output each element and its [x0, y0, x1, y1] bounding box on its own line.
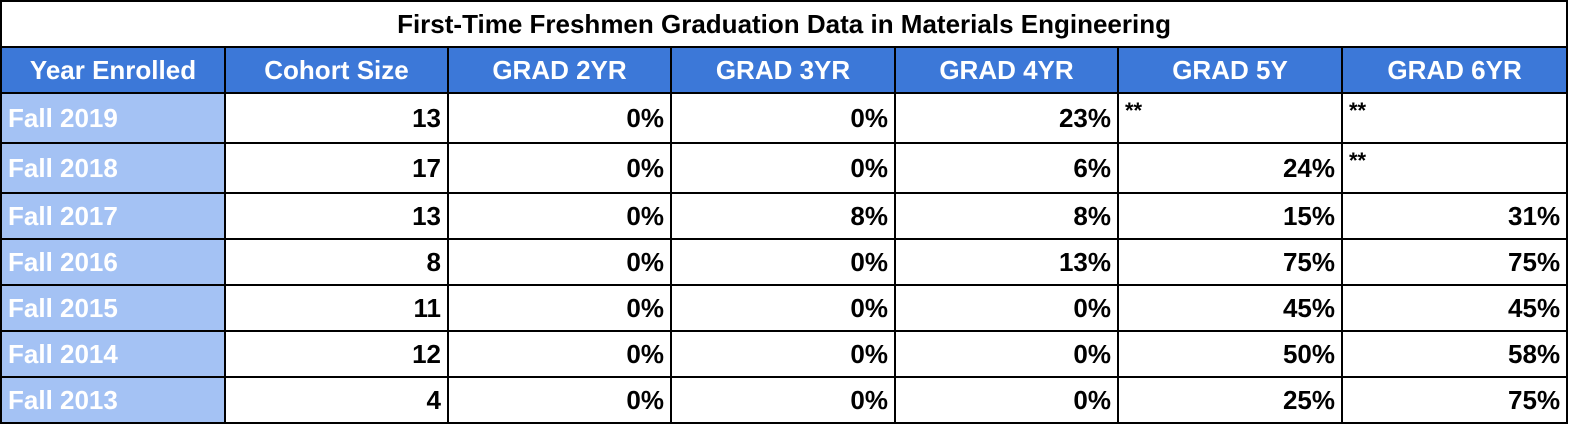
table-cell: 31% [1340, 192, 1569, 240]
table-cell: 24% [1117, 142, 1343, 194]
table-row: Fall 2014 12 0% 0% 0% 50% 58% [0, 330, 1569, 378]
column-header: GRAD 4YR [894, 46, 1119, 94]
table-cell: 0% [670, 142, 896, 194]
table-cell: 0% [447, 330, 672, 378]
row-label: Fall 2018 [0, 142, 226, 194]
table-cell: 12 [224, 330, 449, 378]
table-body: Fall 2019 13 0% 0% 23% ** ** Fall 2018 17 0% 0% 6% 2… [0, 92, 1569, 424]
table-cell: 13 [224, 92, 449, 144]
table-cell: 13% [894, 238, 1119, 286]
table-row: Fall 2016 8 0% 0% 13% 75% 75% [0, 238, 1569, 286]
table-row: Fall 2018 17 0% 0% 6% 24% ** [0, 142, 1569, 194]
table-cell: 0% [447, 92, 672, 144]
row-label: Fall 2017 [0, 192, 226, 240]
table-cell: 17 [224, 142, 449, 194]
table-cell: 45% [1340, 284, 1569, 332]
table-title: First-Time Freshmen Graduation Data in M… [0, 0, 1569, 48]
table-cell: 8 [224, 238, 449, 286]
title-row: First-Time Freshmen Graduation Data in M… [0, 0, 1569, 48]
table-cell: 75% [1340, 376, 1569, 424]
column-header: GRAD 5Y [1117, 46, 1343, 94]
table-cell: 75% [1117, 238, 1343, 286]
table-row: Fall 2017 13 0% 8% 8% 15% 31% [0, 192, 1569, 240]
table-cell: 45% [1117, 284, 1343, 332]
table-cell: 8% [670, 192, 896, 240]
table-row: Fall 2015 11 0% 0% 0% 45% 45% [0, 284, 1569, 332]
row-label: Fall 2015 [0, 284, 226, 332]
table-cell: 0% [894, 376, 1119, 424]
table-cell: 75% [1340, 238, 1569, 286]
table-cell: 11 [224, 284, 449, 332]
table-cell: 6% [894, 142, 1119, 194]
graduation-table: First-Time Freshmen Graduation Data in M… [0, 0, 1569, 424]
column-header: GRAD 3YR [670, 46, 896, 94]
table-cell: 15% [1117, 192, 1343, 240]
table-cell: 0% [447, 376, 672, 424]
table-cell: 58% [1340, 330, 1569, 378]
column-header: GRAD 6YR [1340, 46, 1569, 94]
table-cell: 4 [224, 376, 449, 424]
table-cell: ** [1340, 92, 1569, 144]
column-header: Cohort Size [224, 46, 449, 94]
table-cell: 0% [894, 284, 1119, 332]
table-cell: 25% [1117, 376, 1343, 424]
table-cell: 23% [894, 92, 1119, 144]
row-label: Fall 2014 [0, 330, 226, 378]
table-cell: 0% [670, 376, 896, 424]
table-cell: 0% [670, 330, 896, 378]
table-cell: 0% [670, 92, 896, 144]
table-row: Fall 2019 13 0% 0% 23% ** ** [0, 92, 1569, 144]
column-header: GRAD 2YR [447, 46, 672, 94]
row-label: Fall 2013 [0, 376, 226, 424]
header-row: Year Enrolled Cohort Size GRAD 2YR GRAD 3YR… [0, 46, 1569, 94]
table-cell: 0% [670, 284, 896, 332]
table-cell: 0% [447, 284, 672, 332]
table-cell: 0% [447, 238, 672, 286]
table-cell: 13 [224, 192, 449, 240]
table-cell: 50% [1117, 330, 1343, 378]
table-cell: 0% [447, 192, 672, 240]
table-row: Fall 2013 4 0% 0% 0% 25% 75% [0, 376, 1569, 424]
table-cell: 0% [447, 142, 672, 194]
table-cell: 0% [894, 330, 1119, 378]
column-header: Year Enrolled [0, 46, 226, 94]
table-cell: 0% [670, 238, 896, 286]
row-label: Fall 2019 [0, 92, 226, 144]
table-cell: ** [1340, 142, 1569, 194]
table-cell: ** [1117, 92, 1343, 144]
table-cell: 8% [894, 192, 1119, 240]
row-label: Fall 2016 [0, 238, 226, 286]
